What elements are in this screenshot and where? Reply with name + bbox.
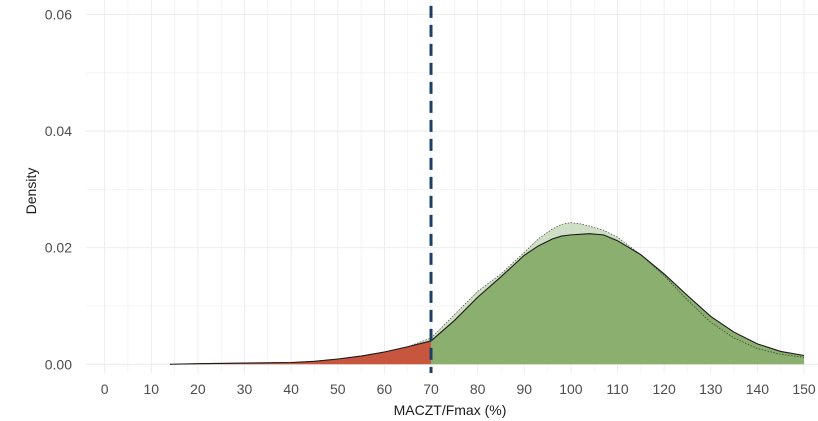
x-tick-label: 10 — [143, 381, 159, 397]
above-threshold-area — [431, 233, 805, 365]
x-tick-label: 70 — [423, 381, 439, 397]
x-axis-ticks: 0 10 20 30 40 50 60 70 80 90 100 110 120 130 140 150 — [101, 381, 816, 397]
y-axis-ticks: 0.00 0.02 0.04 0.06 — [45, 7, 72, 373]
x-tick-label: 30 — [237, 381, 253, 397]
x-tick-label: 140 — [746, 381, 770, 397]
x-tick-label: 20 — [190, 381, 206, 397]
x-tick-label: 40 — [283, 381, 299, 397]
y-tick-label: 0.06 — [45, 7, 72, 23]
density-areas — [169, 222, 805, 365]
y-tick-label: 0.00 — [45, 356, 72, 372]
x-tick-label: 90 — [516, 381, 532, 397]
below-threshold-area — [169, 340, 432, 365]
x-tick-label: 100 — [559, 381, 583, 397]
y-tick-label: 0.02 — [45, 240, 72, 256]
x-tick-label: 60 — [377, 381, 393, 397]
density-lines — [169, 222, 805, 365]
x-tick-label: 120 — [652, 381, 676, 397]
x-tick-label: 130 — [699, 381, 723, 397]
y-axis-title: Density — [23, 168, 39, 215]
x-tick-label: 110 — [606, 381, 629, 397]
x-tick-label: 80 — [470, 381, 486, 397]
main-density-line — [169, 233, 805, 365]
x-tick-label: 0 — [101, 381, 109, 397]
x-tick-label: 150 — [792, 381, 816, 397]
x-axis-title: MACZT/Fmax (%) — [394, 402, 507, 418]
y-tick-label: 0.04 — [45, 123, 72, 139]
x-tick-label: 50 — [330, 381, 346, 397]
